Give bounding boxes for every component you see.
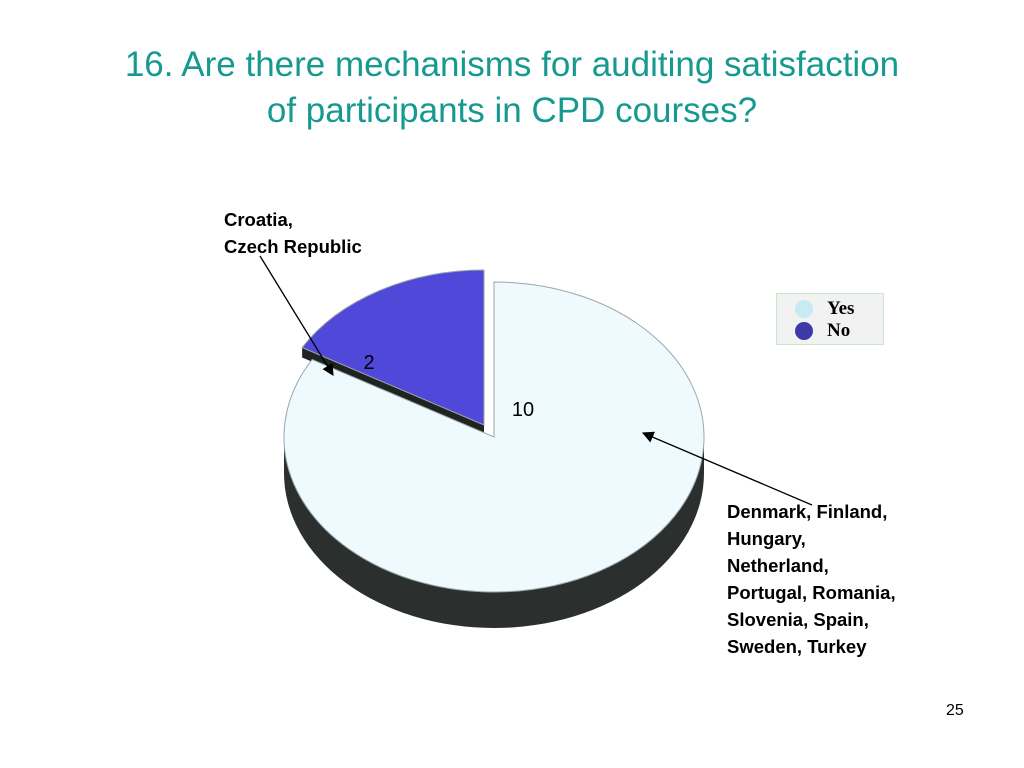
pie-side-yes — [284, 437, 704, 628]
leader-lines — [259, 255, 813, 506]
no-countries-line: Czech Republic — [224, 236, 362, 257]
legend-swatch-no — [795, 322, 813, 340]
page-number: 25 — [946, 702, 964, 719]
yes-countries-line: Sweden, Turkey — [727, 636, 867, 657]
yes-countries-line: Denmark, Finland, — [727, 501, 888, 522]
pie-slice-no — [301, 269, 485, 426]
pie-layer: 10 2 — [283, 269, 705, 628]
legend-label-no: No — [827, 320, 851, 341]
data-label-yes: 10 — [512, 399, 534, 421]
leader-line-yes — [641, 431, 813, 506]
slide-title: 16. Are there mechanisms for auditing sa… — [40, 42, 984, 134]
legend-item-yes: Yes — [795, 298, 883, 320]
title-line-1: 16. Are there mechanisms for auditing sa… — [124, 45, 900, 84]
chart-legend: Yes No — [776, 293, 884, 345]
no-countries-annotation: Croatia, Czech Republic — [224, 206, 362, 260]
legend-item-no: No — [795, 320, 883, 342]
data-label-no: 2 — [363, 352, 374, 374]
title-line-2: of participants in CPD courses? — [266, 91, 758, 130]
yes-countries-line: Hungary, — [727, 528, 806, 549]
pie-slice-yes — [283, 281, 705, 593]
legend-swatch-yes — [795, 300, 813, 318]
legend-label-yes: Yes — [827, 298, 855, 319]
no-countries-line: Croatia, — [224, 209, 293, 230]
leader-line-no — [259, 255, 334, 376]
yes-countries-annotation: Denmark, Finland, Hungary, Netherland, P… — [727, 498, 896, 660]
yes-countries-line: Portugal, Romania, — [727, 582, 896, 603]
yes-countries-line: Netherland, — [727, 555, 829, 576]
yes-countries-line: Slovenia, Spain, — [727, 609, 869, 630]
